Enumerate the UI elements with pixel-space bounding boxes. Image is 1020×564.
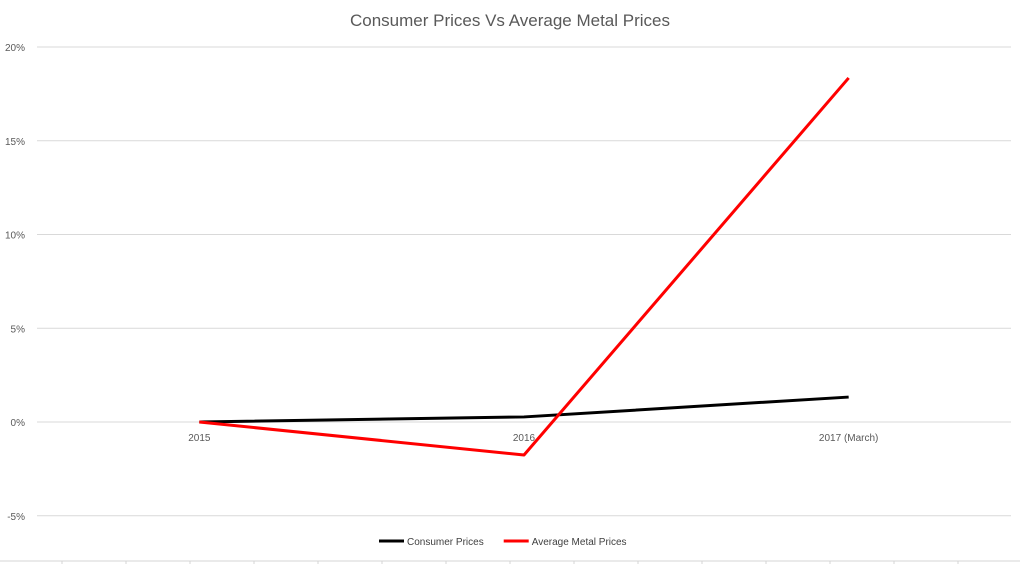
series-line-average-metal-prices — [199, 76, 850, 457]
y-tick-label: 20% — [5, 43, 25, 54]
y-tick-label: 10% — [5, 231, 25, 242]
x-tick-label: 2016 — [513, 433, 536, 444]
x-tick-label: 2015 — [188, 433, 211, 444]
y-tick-label: 5% — [11, 324, 26, 335]
legend-label: Consumer Prices — [407, 537, 484, 548]
x-tick-label: 2017 (March) — [819, 433, 878, 444]
legend-label: Average Metal Prices — [532, 537, 627, 548]
series-line-consumer-prices — [199, 395, 849, 424]
chart-title: Consumer Prices Vs Average Metal Prices — [350, 11, 670, 30]
y-tick-label: 15% — [5, 137, 25, 148]
y-tick-label: -5% — [7, 512, 25, 523]
y-tick-label: 0% — [11, 418, 26, 429]
